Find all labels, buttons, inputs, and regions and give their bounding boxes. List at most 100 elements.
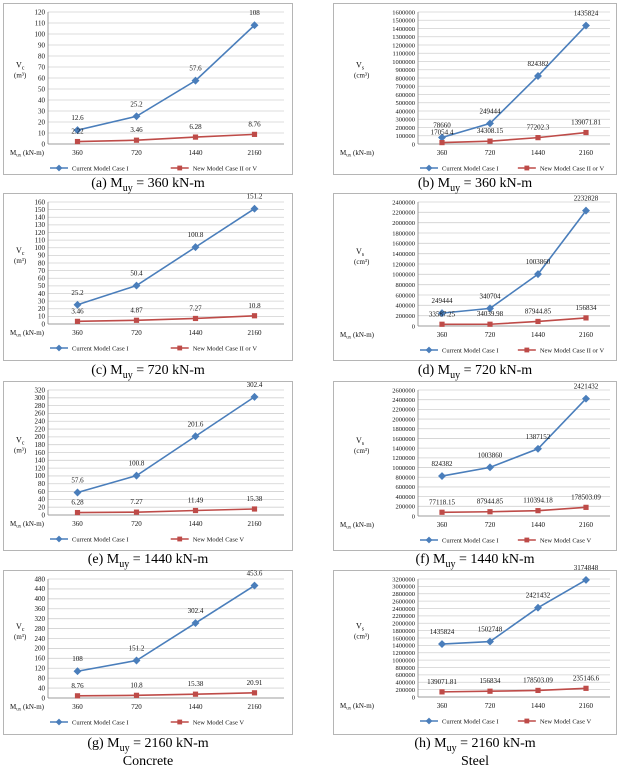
y-tick-label: 0: [42, 694, 46, 702]
data-label-current: 151.2: [129, 645, 145, 653]
y-tick-label: 280: [35, 402, 46, 410]
y-tick-label: 40: [38, 96, 46, 104]
y-tick-label: 2400000: [392, 606, 415, 613]
y-tick-label: 40: [38, 290, 46, 298]
chart-panel-f: 0 200000 400000 600000 800000 1000000 1200000 1…: [333, 381, 617, 551]
x-tick-label: 360: [72, 520, 83, 528]
y-tick-label: 1400000: [392, 445, 415, 452]
y-tick-label: 1600000: [392, 241, 415, 248]
y-axis-unit: (cm³): [354, 633, 370, 641]
y-axis-title: Vc: [16, 436, 25, 447]
data-point-new: [133, 317, 140, 323]
y-axis-unit: (cm³): [354, 258, 370, 266]
legend-label-current: Current Model Case I: [442, 348, 499, 355]
chart-panel-c: 0 10 20 30 40 50 60 70 80 90 100 110 120 130 140 150 160…: [3, 193, 293, 361]
caption-d: (d) Muy = 720 kN-m: [417, 363, 533, 381]
y-tick-label: 400000: [396, 680, 416, 687]
y-tick-label: 90: [38, 252, 46, 260]
y-tick-label: 120: [35, 665, 46, 673]
y-axis-title-sub: c: [22, 65, 25, 71]
data-point-current: [191, 432, 200, 441]
data-label-current: 50.4: [130, 270, 143, 278]
x-axis-title-sub: ux: [346, 526, 352, 531]
data-label-new: 20.91: [247, 679, 263, 687]
y-tick-label: 160: [35, 449, 46, 457]
legend-label-current: Current Model Case I: [72, 346, 129, 353]
legend-marker-new: [524, 347, 530, 353]
y-axis-title: Vs: [356, 60, 365, 71]
chart-panel-e: 0 20 40 60 80 100 120 140 160 180 200 220 240 260 280 3…: [3, 381, 293, 551]
data-label-current: 1435824: [574, 10, 599, 18]
y-tick-label: 20: [38, 118, 46, 126]
y-tick-label: 500000: [396, 100, 416, 107]
y-tick-label: 1800000: [392, 426, 415, 433]
data-point-new: [251, 313, 258, 319]
data-point-new: [439, 139, 445, 146]
caption-b: (b) Muy = 360 kN-m: [417, 176, 533, 194]
series-line-current: [441, 24, 587, 139]
y-tick-label: 1100000: [392, 51, 415, 58]
x-axis-title-sub: ux: [346, 336, 352, 341]
x-tick-label: 360: [72, 329, 83, 337]
y-tick-label: 80: [38, 480, 46, 488]
y-tick-label: 0: [42, 140, 46, 148]
x-axis-title-main: M: [340, 521, 347, 529]
x-axis-title-sub: ux: [16, 154, 22, 159]
data-point-current: [191, 243, 200, 252]
x-axis-title-main: M: [340, 702, 347, 710]
x-axis-title-main: M: [340, 149, 347, 157]
x-axis-title: Mux (kN-m): [340, 702, 375, 712]
legend-label-new: New Model Case II or V: [540, 348, 605, 355]
y-tick-label: 100: [35, 472, 46, 480]
steel-label: Steel: [461, 754, 489, 769]
y-axis-unit: (m³): [14, 447, 27, 455]
legend-marker-current: [425, 717, 433, 725]
x-tick-label: 720: [131, 149, 142, 157]
data-label-current: 340704: [480, 292, 502, 300]
caption-a: (a) Muy = 360 kN-m: [91, 176, 205, 194]
y-axis-title-sub: s: [362, 252, 365, 258]
legend-label-current: Current Model Case I: [72, 537, 129, 544]
y-axis-unit: (m³): [14, 71, 27, 79]
y-tick-label: 60: [38, 488, 46, 496]
data-label-new: 6.28: [189, 123, 202, 131]
caption-e: (e) Muy = 1440 kN-m: [87, 552, 209, 570]
x-axis-title-unit: (kN-m): [21, 520, 44, 528]
x-axis-title-unit: (kN-m): [21, 329, 44, 337]
series-line-current: [77, 584, 255, 673]
data-label-current: 249444: [480, 107, 502, 115]
data-point-new: [583, 504, 589, 510]
x-tick-label: 2160: [579, 521, 594, 529]
y-axis-title-main: V: [16, 246, 22, 255]
y-axis-title-sub: c: [22, 627, 25, 633]
y-tick-label: 80: [38, 52, 46, 60]
y-tick-label: 0: [412, 694, 415, 701]
legend-label-new: New Model Case II or V: [540, 166, 605, 173]
y-tick-label: 70: [38, 267, 46, 275]
y-tick-label: 1300000: [392, 34, 415, 41]
data-label-new: 77118.15: [429, 498, 455, 506]
x-axis-title: Mux (kN-m): [10, 703, 45, 713]
data-label-new: 235146.6: [573, 674, 600, 682]
legend-marker-current: [425, 164, 433, 172]
data-point-current: [132, 471, 141, 480]
chart-svg-c: 0102030405060708090100110120130140150160…: [10, 193, 284, 353]
y-tick-label: 400000: [396, 494, 416, 501]
data-label-new: 156834: [480, 677, 502, 685]
y-tick-label: 1200000: [392, 42, 415, 49]
data-point-new: [74, 693, 81, 699]
data-label-current: 100.8: [129, 460, 145, 468]
data-point-new: [487, 321, 493, 327]
x-tick-label: 360: [72, 703, 83, 711]
data-point-new: [133, 509, 140, 515]
data-label-current: 25.2: [130, 100, 143, 108]
data-label-new: 156834: [576, 304, 598, 312]
x-axis-title-unit: (kN-m): [21, 703, 44, 711]
x-tick-label: 2160: [579, 149, 594, 157]
y-tick-label: 0: [412, 513, 415, 520]
y-tick-label: 2600000: [392, 387, 415, 394]
data-point-current: [132, 656, 141, 665]
y-tick-label: 2200000: [392, 613, 415, 620]
chart-panel-a: 0 10 20 30 40 50 60 70 80 90 100 110 120 360 720 1440 21…: [3, 3, 293, 175]
